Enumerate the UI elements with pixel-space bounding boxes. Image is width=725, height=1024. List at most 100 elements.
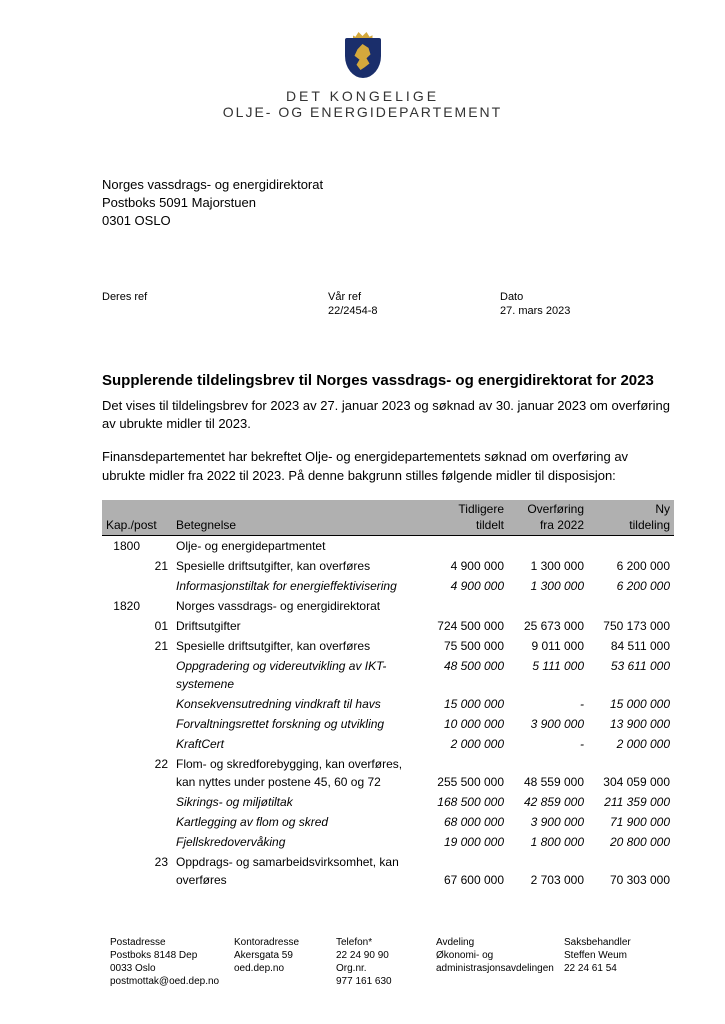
cell-tidligere: 2 000 000 (424, 734, 508, 754)
cell-post (144, 714, 172, 734)
ref-label: Vår ref (328, 291, 500, 303)
cell-ny: 304 059 000 (588, 754, 674, 792)
paragraph: Det vises til tildelingsbrev for 2023 av… (102, 397, 673, 435)
cell-post (144, 596, 172, 616)
th-tidligere: Tidligere tildelt (424, 500, 508, 536)
cell-kap (102, 832, 144, 852)
th-text: Kap./post (106, 518, 168, 534)
footer-line: Akersgata 59 (234, 949, 336, 962)
footer-line: 977 161 630 (336, 975, 436, 988)
cell-post: 21 (144, 636, 172, 656)
footer-line: Økonomi- og (436, 949, 564, 962)
cell-overforing: 2 703 000 (508, 852, 588, 890)
table-row: 23Oppdrags- og samarbeidsvirksomhet, kan… (102, 852, 674, 890)
cell-betegnelse: Olje- og energidepartmentet (172, 536, 424, 557)
table-row: KraftCert2 000 000-2 000 000 (102, 734, 674, 754)
th-text: Tidligere (428, 502, 504, 518)
cell-overforing: 3 900 000 (508, 812, 588, 832)
cell-ny (588, 536, 674, 557)
th-kap: Kap./post (102, 500, 172, 536)
footer-line: Postadresse (110, 936, 234, 949)
table-row: Sikrings- og miljøtiltak168 500 00042 85… (102, 792, 674, 812)
cell-betegnelse: Norges vassdrags- og energidirektorat (172, 596, 424, 616)
table-row: Forvaltningsrettet forskning og utviklin… (102, 714, 674, 734)
footer-line: Org.nr. (336, 962, 436, 975)
table-row: Fjellskredovervåking19 000 0001 800 0002… (102, 832, 674, 852)
th-text: Overføring (512, 502, 584, 518)
cell-kap: 1800 (102, 536, 144, 557)
cell-kap (102, 656, 144, 694)
cell-post (144, 812, 172, 832)
cell-overforing: - (508, 734, 588, 754)
cell-kap (102, 852, 144, 890)
cell-post (144, 694, 172, 714)
table-row: 1800 Olje- og energidepartmentet (102, 536, 674, 557)
cell-kap (102, 812, 144, 832)
cell-post: 22 (144, 754, 172, 792)
ref-value: 22/2454-8 (328, 305, 500, 317)
cell-tidligere: 168 500 000 (424, 792, 508, 812)
table-row: Oppgradering og videreutvikling av IKT-s… (102, 656, 674, 694)
table-row: 21Spesielle driftsutgifter, kan overføre… (102, 556, 674, 576)
cell-kap (102, 694, 144, 714)
footer-line: 0033 Oslo (110, 962, 234, 975)
cell-ny: 53 611 000 (588, 656, 674, 694)
cell-betegnelse: Kartlegging av flom og skred (172, 812, 424, 832)
cell-kap (102, 576, 144, 596)
cell-tidligere (424, 596, 508, 616)
footer-line: Postboks 8148 Dep (110, 949, 234, 962)
cell-tidligere (424, 536, 508, 557)
cell-betegnelse: Sikrings- og miljøtiltak (172, 792, 424, 812)
allocation-table: Kap./post Betegnelse Tidligere tildelt O… (102, 500, 674, 890)
cell-ny: 6 200 000 (588, 556, 674, 576)
cell-betegnelse: Spesielle driftsutgifter, kan overføres (172, 556, 424, 576)
cell-ny: 2 000 000 (588, 734, 674, 754)
cell-post: 01 (144, 616, 172, 636)
cell-ny: 13 900 000 (588, 714, 674, 734)
footer-line: 22 24 61 54 (564, 962, 674, 975)
cell-kap (102, 754, 144, 792)
cell-ny: 15 000 000 (588, 694, 674, 714)
table-header-row: Kap./post Betegnelse Tidligere tildelt O… (102, 500, 674, 536)
recipient-line: 0301 OSLO (102, 212, 675, 230)
cell-overforing: 1 800 000 (508, 832, 588, 852)
cell-betegnelse: Forvaltningsrettet forskning og utviklin… (172, 714, 424, 734)
cell-overforing: 25 673 000 (508, 616, 588, 636)
cell-tidligere: 4 900 000 (424, 576, 508, 596)
cell-post (144, 576, 172, 596)
footer-col-postadresse: Postadresse Postboks 8148 Dep 0033 Oslo … (110, 936, 234, 988)
cell-overforing: 48 559 000 (508, 754, 588, 792)
footer-line: Avdeling (436, 936, 564, 949)
ref-vaar: Vår ref 22/2454-8 (328, 291, 500, 317)
cell-post (144, 536, 172, 557)
cell-ny: 6 200 000 (588, 576, 674, 596)
cell-betegnelse: Driftsutgifter (172, 616, 424, 636)
logo: DET KONGELIGE OLJE- OG ENERGIDEPARTEMENT (203, 30, 522, 126)
table-row: 01Driftsutgifter724 500 00025 673 000750… (102, 616, 674, 636)
cell-ny (588, 596, 674, 616)
footer-line: Kontoradresse (234, 936, 336, 949)
logo-text-line1: DET KONGELIGE (223, 88, 502, 104)
cell-post (144, 832, 172, 852)
reference-row: Deres ref Vår ref 22/2454-8 Dato 27. mar… (102, 291, 675, 317)
cell-tidligere: 10 000 000 (424, 714, 508, 734)
footer-line: Telefon* (336, 936, 436, 949)
th-text: Betegnelse (176, 518, 420, 534)
cell-kap (102, 792, 144, 812)
footer-line: administrasjonsavdelingen (436, 962, 564, 975)
footer-col-saksbehandler: Saksbehandler Steffen Weum 22 24 61 54 (564, 936, 674, 988)
cell-kap: 1820 (102, 596, 144, 616)
table-row: Konsekvensutredning vindkraft til havs15… (102, 694, 674, 714)
ref-value: 27. mars 2023 (500, 305, 650, 317)
ref-label: Dato (500, 291, 650, 303)
recipient-line: Postboks 5091 Majorstuen (102, 194, 675, 212)
cell-post (144, 792, 172, 812)
cell-post (144, 656, 172, 694)
cell-ny: 211 359 000 (588, 792, 674, 812)
cell-betegnelse: KraftCert (172, 734, 424, 754)
document-title: Supplerende tildelingsbrev til Norges va… (102, 372, 675, 389)
th-ny: Ny tildeling (588, 500, 674, 536)
recipient-line: Norges vassdrags- og energidirektorat (102, 176, 675, 194)
ref-deres: Deres ref (102, 291, 328, 317)
th-bet: Betegnelse (172, 500, 424, 536)
